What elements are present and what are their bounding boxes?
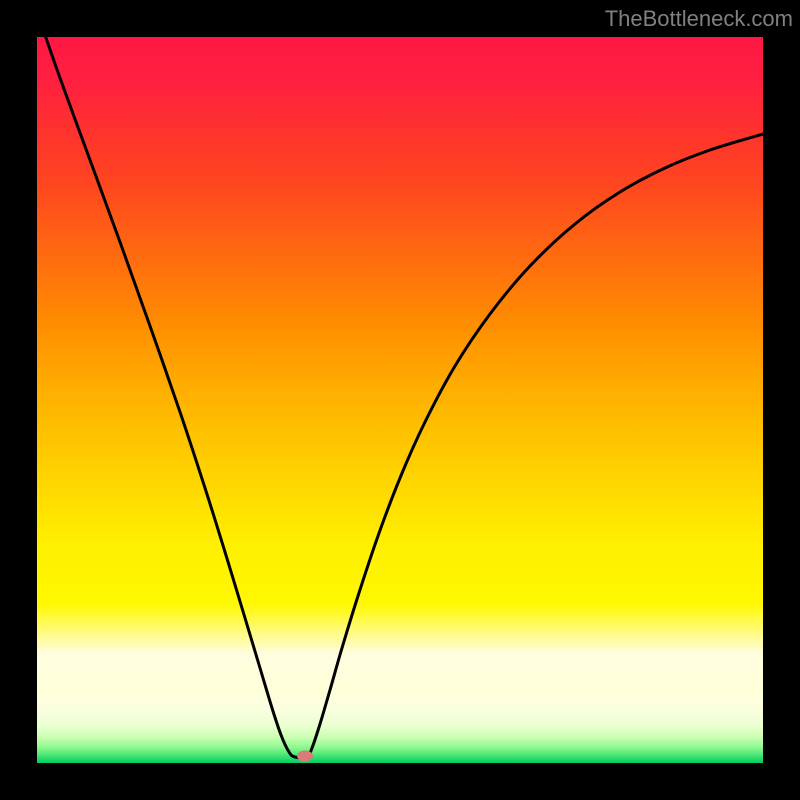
watermark-text: TheBottleneck.com (605, 6, 793, 32)
plot-gradient-area (37, 37, 763, 763)
chart-stage: TheBottleneck.com (0, 0, 800, 800)
optimum-marker (297, 751, 313, 762)
